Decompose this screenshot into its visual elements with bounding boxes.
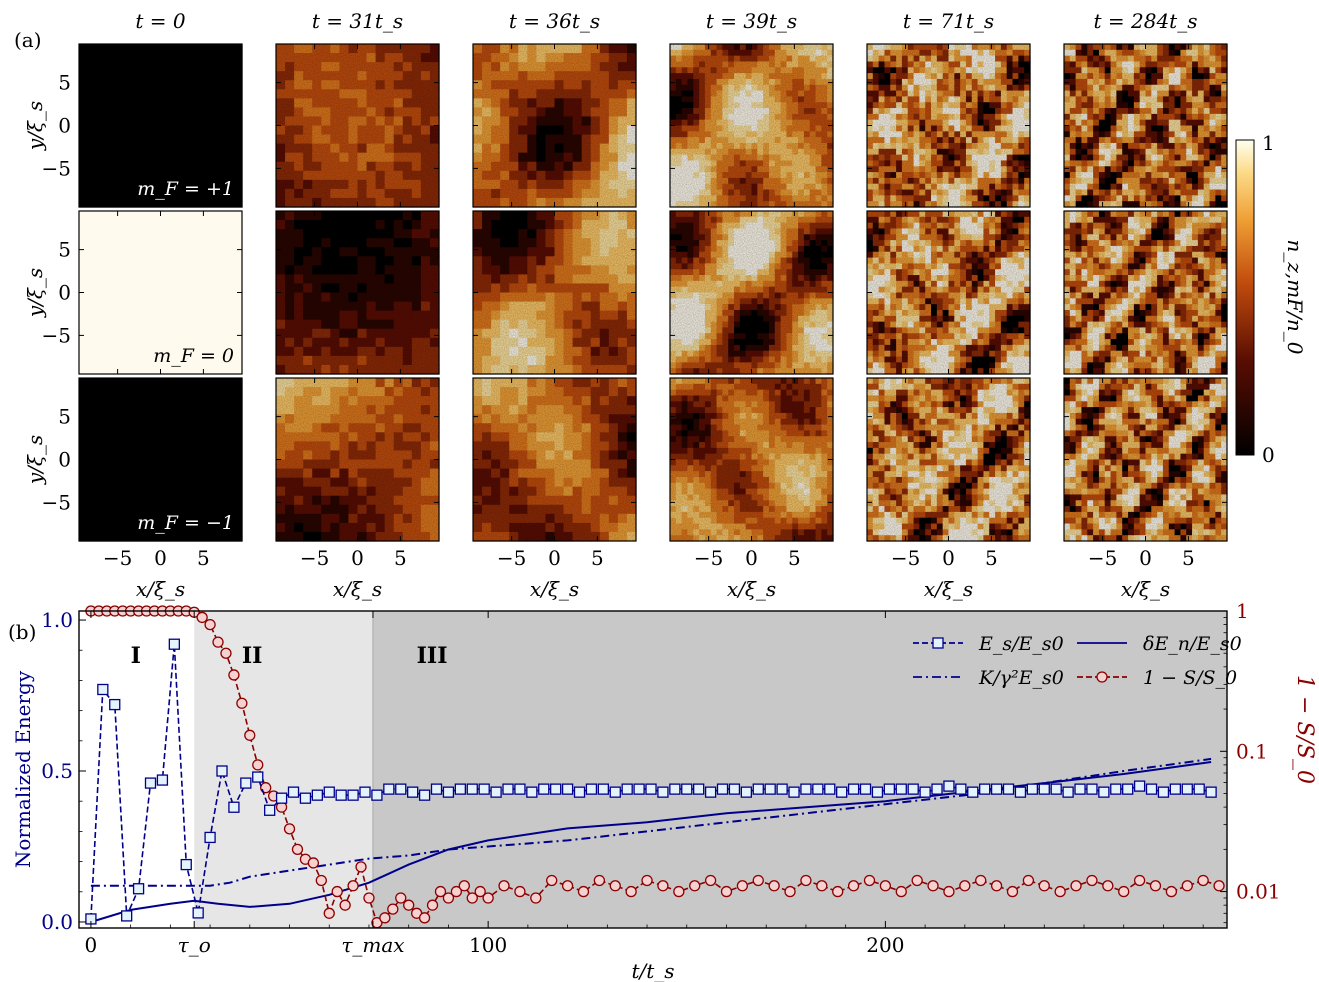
y-tick-label: 0 xyxy=(58,114,71,138)
heatmap-grain xyxy=(276,44,439,207)
time-label: t = 284t_s xyxy=(1094,9,1198,33)
y-tick-label: 5 xyxy=(58,238,71,262)
heatmap-panel-r1-c3: t = 36t_s xyxy=(472,9,637,208)
heatmap-grain xyxy=(670,44,833,207)
heatmap-panel-r2-c3 xyxy=(472,210,637,375)
y-tick-label: −5 xyxy=(42,323,71,347)
heatmap-panel-r1-c2: t = 31t_s xyxy=(275,9,440,208)
y-tick-label: 5 xyxy=(58,71,71,95)
y-axis-label: y/ξ_s xyxy=(23,101,47,151)
heatmap-panel-r2-c5 xyxy=(866,210,1031,375)
component-label: m_F = 0 xyxy=(153,345,234,367)
heatmap-grid: 5 0 −5 y/ξ_s m_F = +1 t = 0 t = 31t_s t = 36t_s… xyxy=(23,9,1307,601)
heatmap-panel-r1-c6: t = 284t_s xyxy=(1063,9,1228,208)
heatmap-grain xyxy=(1064,44,1227,207)
time-label: t = 36t_s xyxy=(509,9,600,33)
heatmap-panel-r2-c4 xyxy=(669,210,834,375)
heatmap-panel-r2-c1: 5 0 −5 y/ξ_s m_F = 0 xyxy=(23,210,243,375)
heatmap-panel-r2-c2 xyxy=(275,210,440,375)
panel-label-a: (a) xyxy=(14,28,42,52)
panel-label-b: (b) xyxy=(8,620,37,644)
time-label: t = 31t_s xyxy=(312,9,403,33)
time-label: t = 71t_s xyxy=(903,9,994,33)
time-label: t = 39t_s xyxy=(706,9,797,33)
heatmap-cell xyxy=(79,44,243,208)
heatmap-panel-r1-c4: t = 39t_s xyxy=(669,9,834,208)
y-tick-label: 0 xyxy=(58,281,71,305)
heatmap-grain xyxy=(867,44,1030,207)
time-label: t = 0 xyxy=(135,9,186,33)
heatmap-panel-r1-c1: 5 0 −5 y/ξ_s m_F = +1 t = 0 xyxy=(23,9,243,208)
y-tick-label: −5 xyxy=(42,156,71,180)
heatmap-grain xyxy=(276,211,439,374)
heatmap-grain xyxy=(473,211,636,374)
component-label: m_F = +1 xyxy=(137,178,234,200)
heatmap-panel-r1-c5: t = 71t_s xyxy=(866,9,1031,208)
y-axis-label: y/ξ_s xyxy=(23,268,47,318)
heatmap-grain xyxy=(473,44,636,207)
heatmap-grain xyxy=(670,211,833,374)
heatmap-cell xyxy=(79,211,243,375)
